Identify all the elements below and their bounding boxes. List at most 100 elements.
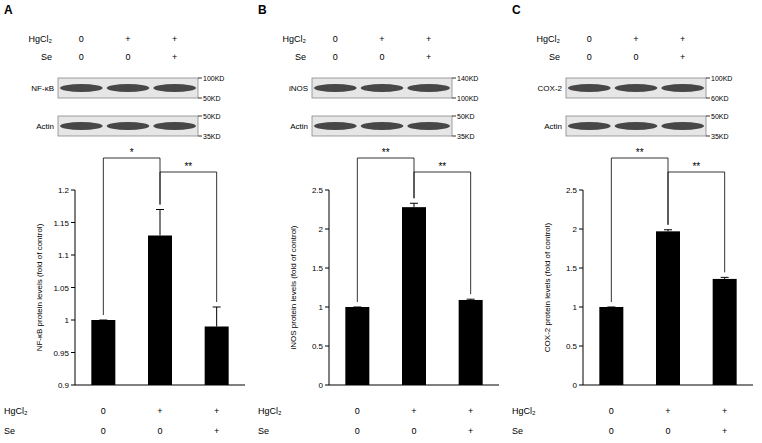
- significance: **: [611, 147, 668, 302]
- treatment-name: Se: [258, 426, 269, 436]
- panel: BHgCl₂0++Se00+iNOS140KD100KDActin50KD35K…: [258, 3, 499, 436]
- treatment-name: HgCl₂: [283, 34, 307, 44]
- blot-row: Actin50KD35KD: [544, 113, 728, 140]
- blot-band: [361, 122, 404, 130]
- blot-band: [60, 84, 103, 92]
- treatment-value: +: [157, 406, 162, 416]
- significance: **: [414, 161, 471, 294]
- treatment-value: 0: [609, 426, 614, 436]
- treatment-value: +: [172, 52, 177, 62]
- blot-label: iNOS: [289, 84, 308, 93]
- treatment-value: +: [411, 406, 416, 416]
- bars: [91, 210, 228, 386]
- blot-row: Actin 50KD 35KD: [290, 113, 474, 140]
- marker-label: 100KD: [203, 75, 224, 82]
- significance-bracket: [357, 158, 414, 302]
- error-cap: [213, 307, 221, 308]
- y-tick-label: 0.5: [566, 342, 578, 351]
- treatment-value: +: [125, 34, 130, 44]
- treatment-name: Se: [4, 426, 15, 436]
- y-tick: [325, 346, 329, 347]
- y-tick: [579, 346, 583, 347]
- blot-band: [153, 122, 196, 130]
- blot-label: Actin: [544, 122, 562, 131]
- treatment-value: +: [214, 406, 219, 416]
- treatment-value: 0: [411, 426, 416, 436]
- blot-frame: [58, 116, 198, 136]
- marker-tick: [706, 78, 710, 79]
- bar: [459, 300, 483, 385]
- significance-label: **: [636, 147, 644, 158]
- treatment-name: Se: [512, 426, 523, 436]
- y-tick: [579, 307, 583, 308]
- marker-label: 35KD: [457, 133, 475, 140]
- treatment-value: +: [172, 34, 177, 44]
- bars: [599, 230, 736, 385]
- blot-frame: [312, 116, 452, 136]
- blot-band: [60, 122, 103, 130]
- error-bar: [467, 299, 475, 301]
- panel: CHgCl₂0++Se00+COX-2100KD60KDActin50KD35K…: [512, 3, 753, 436]
- y-tick-label: 2: [573, 225, 578, 234]
- treatment-value: 0: [101, 406, 106, 416]
- treatment-name: Se: [549, 52, 560, 62]
- y-tick-label: 1: [573, 303, 578, 312]
- y-tick-label: 1.15: [53, 219, 69, 228]
- marker-label: 50KD: [457, 113, 475, 120]
- error-cap: [156, 209, 164, 210]
- figure: AHgCl₂0++Se00+NF-κB100KD50KDActin50KD35K…: [0, 0, 762, 443]
- treatment-name: HgCl₂: [4, 406, 28, 416]
- panel-letter: C: [512, 3, 521, 17]
- blot-band: [661, 84, 704, 92]
- treatment-value: +: [426, 52, 431, 62]
- error-stem: [414, 203, 415, 207]
- blot-band: [153, 84, 196, 92]
- treatment-value: 0: [609, 406, 614, 416]
- blot-band: [615, 122, 658, 130]
- marker-label: 50KD: [203, 95, 221, 102]
- y-tick-label: 1.05: [53, 284, 69, 293]
- treatment-value: +: [680, 34, 685, 44]
- error-cap: [467, 299, 475, 300]
- marker-tick: [452, 98, 456, 99]
- significance-bracket: [611, 158, 668, 302]
- treatment-value: +: [379, 34, 384, 44]
- error-bar: [664, 230, 672, 232]
- marker-tick: [452, 78, 456, 79]
- marker-label: 140KD: [457, 75, 478, 82]
- y-axis-label: NF-κB protein levels (fold of control): [35, 223, 44, 351]
- blot-frame: [566, 78, 706, 98]
- marker-label: 100KD: [457, 95, 478, 102]
- y-tick: [71, 287, 75, 288]
- treatment-name: Se: [41, 52, 52, 62]
- y-tick: [71, 320, 75, 321]
- marker-tick: [198, 98, 202, 99]
- marker-tick: [198, 136, 202, 137]
- marker-tick: [452, 136, 456, 137]
- y-axis-label: iNOS protein levels (fold of control): [289, 225, 298, 349]
- blot-band: [568, 122, 611, 130]
- significance: **: [668, 161, 725, 272]
- treatment-name: Se: [295, 52, 306, 62]
- y-tick: [71, 385, 75, 386]
- y-tick: [325, 385, 329, 386]
- blot-band: [407, 84, 450, 92]
- y-tick-label: 2.5: [566, 186, 578, 195]
- error-cap: [607, 307, 615, 308]
- y-tick: [325, 268, 329, 269]
- treatment-value: +: [426, 34, 431, 44]
- bar: [713, 279, 737, 385]
- treatment-name: HgCl₂: [512, 406, 536, 416]
- significance-label: **: [692, 161, 700, 172]
- bar: [402, 207, 426, 385]
- error-stem: [216, 307, 217, 327]
- significance: **: [357, 147, 414, 302]
- blot-band: [314, 122, 357, 130]
- marker-label: 100KD: [711, 75, 732, 82]
- y-tick: [579, 268, 583, 269]
- treatment-value: +: [214, 426, 219, 436]
- blot-label: Actin: [290, 122, 308, 131]
- y-axis: [583, 190, 584, 385]
- treatment-value: 0: [157, 426, 162, 436]
- blot-row: NF-κB100KD50KD: [31, 75, 224, 102]
